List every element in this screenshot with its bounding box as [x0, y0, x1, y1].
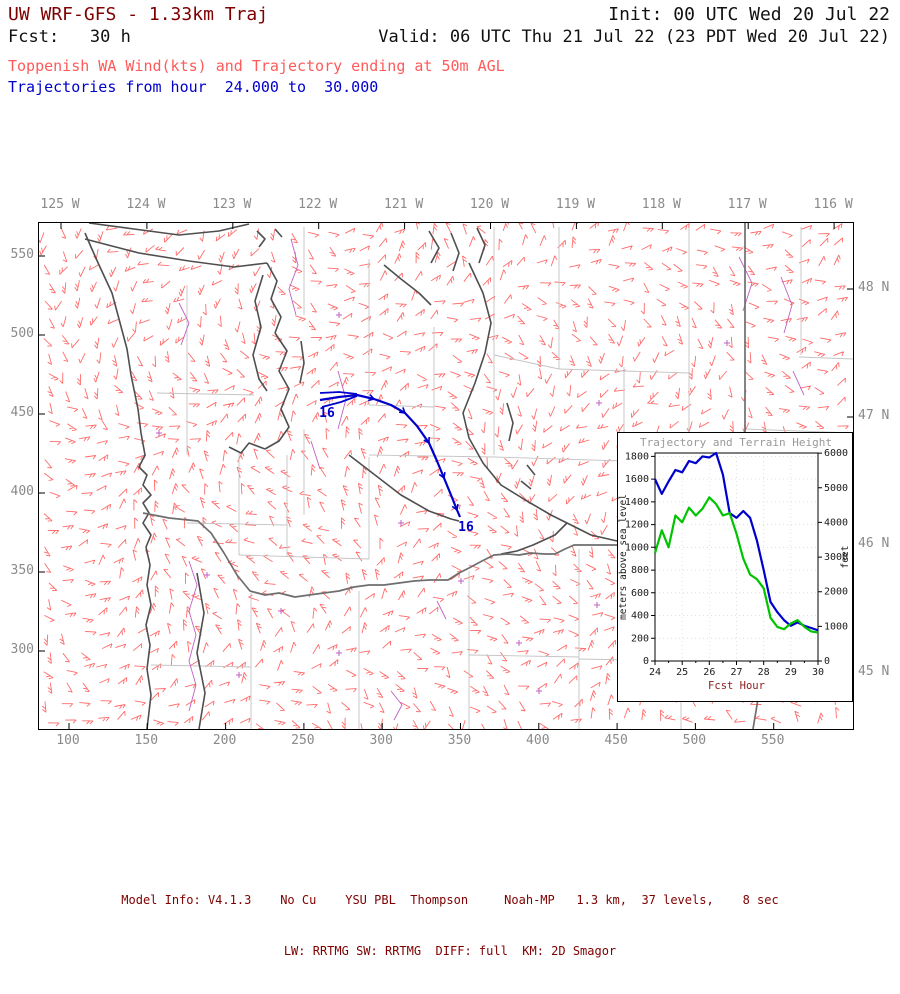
trajectory-hour-range: Trajectories from hour 24.000 to 30.000 [8, 78, 379, 96]
lat-tick-label: 47 N [858, 408, 890, 423]
inset-axis-ticks [651, 452, 822, 665]
lon-tick-label: 117 W [727, 197, 767, 212]
inset-right-tick-label: 3000 [824, 552, 848, 563]
lon-tick-label: 119 W [555, 197, 595, 212]
grid-x-tick-label: 250 [291, 733, 315, 748]
inset-left-tick-label: 1000 [625, 542, 649, 553]
grid-x-tick-label: 100 [56, 733, 80, 748]
inset-left-tick-label: 800 [631, 565, 649, 576]
model-info-line1: Model Info: V4.1.3 No Cu YSU PBL Thompso… [121, 893, 779, 907]
terrain-contours [156, 238, 839, 721]
lon-tick-label: 121 W [384, 197, 424, 212]
header-row-1: UW WRF-GFS - 1.33km Traj Init: 00 UTC We… [8, 4, 890, 25]
inset-right-axis-label: feet [840, 546, 851, 569]
grid-x-tick-label: 400 [526, 733, 550, 748]
inset-x-tick-label: 30 [812, 667, 824, 678]
inset-right-tick-label: 1000 [824, 621, 848, 632]
inset-x-tick-label: 25 [676, 667, 688, 678]
inset-series-green [653, 496, 819, 634]
inset-right-tick-label: 0 [824, 656, 830, 667]
inset-series-blue [654, 451, 819, 632]
model-info-line2: LW: RRTMG SW: RRTMG DIFF: full KM: 2D Sm… [283, 944, 617, 958]
inset-x-tick-label: 26 [703, 667, 715, 678]
inset-right-tick-label: 2000 [824, 587, 848, 598]
lat-tick-label: 48 N [858, 280, 890, 295]
grid-x-tick-label: 350 [447, 733, 472, 748]
grid-y-tick-label: 350 [10, 563, 34, 578]
grid-y-tick-label: 550 [10, 247, 34, 262]
grid-y-tick-label: 500 [10, 326, 34, 341]
inset-left-tick-label: 1800 [625, 451, 649, 462]
inset-left-axis-label: meters above sea level [618, 494, 629, 620]
model-title: UW WRF-GFS - 1.33km Traj [8, 4, 269, 25]
inset-x-tick-label: 24 [649, 667, 661, 678]
lon-tick-label: 118 W [641, 197, 681, 212]
grid-y-tick-label: 300 [10, 642, 34, 657]
inset-right-tick-label: 5000 [824, 483, 848, 494]
inset-chart-canvas: 0 200 400 600 800 1000 1200 1400 1600 1800 0 1000 20… [618, 436, 851, 692]
inset-height-chart: 0 200 400 600 800 1000 1200 1400 1600 1800 0 1000 20… [617, 432, 853, 702]
header-row-2: Fcst: 30 h Valid: 06 UTC Thu 21 Jul 22 (… [8, 27, 890, 47]
inset-left-tick-label: 200 [631, 633, 649, 644]
inset-left-tick-label: 1600 [625, 474, 649, 485]
grid-y-tick-label: 400 [10, 484, 34, 499]
inset-gridlines [655, 453, 818, 661]
lon-tick-label: 123 W [212, 197, 252, 212]
lon-tick-label: 120 W [469, 197, 510, 212]
lat-tick-label: 45 N [858, 664, 890, 679]
grid-x-tick-label: 200 [212, 733, 237, 748]
axis-tick-marks [39, 223, 853, 729]
lon-tick-label: 124 W [126, 197, 166, 212]
init-time: Init: 00 UTC Wed 20 Jul 22 [608, 4, 890, 25]
inset-right-tick-label: 6000 [824, 448, 848, 459]
grid-x-tick-label: 550 [760, 733, 785, 748]
lon-tick-label: 122 W [298, 197, 338, 212]
lat-tick-label: 46 N [858, 536, 890, 551]
trajectory-hour-label: 16 [319, 406, 335, 421]
inset-left-tick-label: 400 [631, 611, 649, 622]
grid-x-tick-label: 500 [682, 733, 707, 748]
grid-x-tick-label: 300 [369, 733, 393, 748]
inset-left-tick-label: 1200 [625, 520, 649, 531]
grid-x-tick-label: 150 [134, 733, 159, 748]
valid-time: Valid: 06 UTC Thu 21 Jul 22 (23 PDT Wed … [378, 27, 890, 47]
inset-x-tick-label: 28 [758, 667, 770, 678]
lon-tick-label: 125 W [40, 197, 80, 212]
inset-left-tick-label: 1400 [625, 497, 649, 508]
trajectory-hour-label: 16 [458, 520, 474, 535]
model-info-footer: Model Info: V4.1.3 No Cu YSU PBL Thompso… [0, 858, 900, 994]
inset-left-tick-label: 0 [643, 656, 649, 667]
forecast-hour: Fcst: 30 h [8, 27, 131, 47]
grid-y-tick-label: 450 [10, 405, 34, 420]
lon-tick-label: 116 W [813, 197, 853, 212]
product-description: Toppenish WA Wind(kts) and Trajectory en… [8, 57, 505, 75]
inset-title: Trajectory and Terrain Height [640, 436, 832, 449]
inset-right-tick-label: 4000 [824, 517, 848, 528]
inset-left-tick-label: 600 [631, 588, 649, 599]
inset-x-tick-label: 27 [730, 667, 742, 678]
inset-x-tick-label: 29 [785, 667, 797, 678]
inset-x-axis-label: Fcst Hour [708, 680, 765, 692]
grid-x-tick-label: 450 [604, 733, 628, 748]
